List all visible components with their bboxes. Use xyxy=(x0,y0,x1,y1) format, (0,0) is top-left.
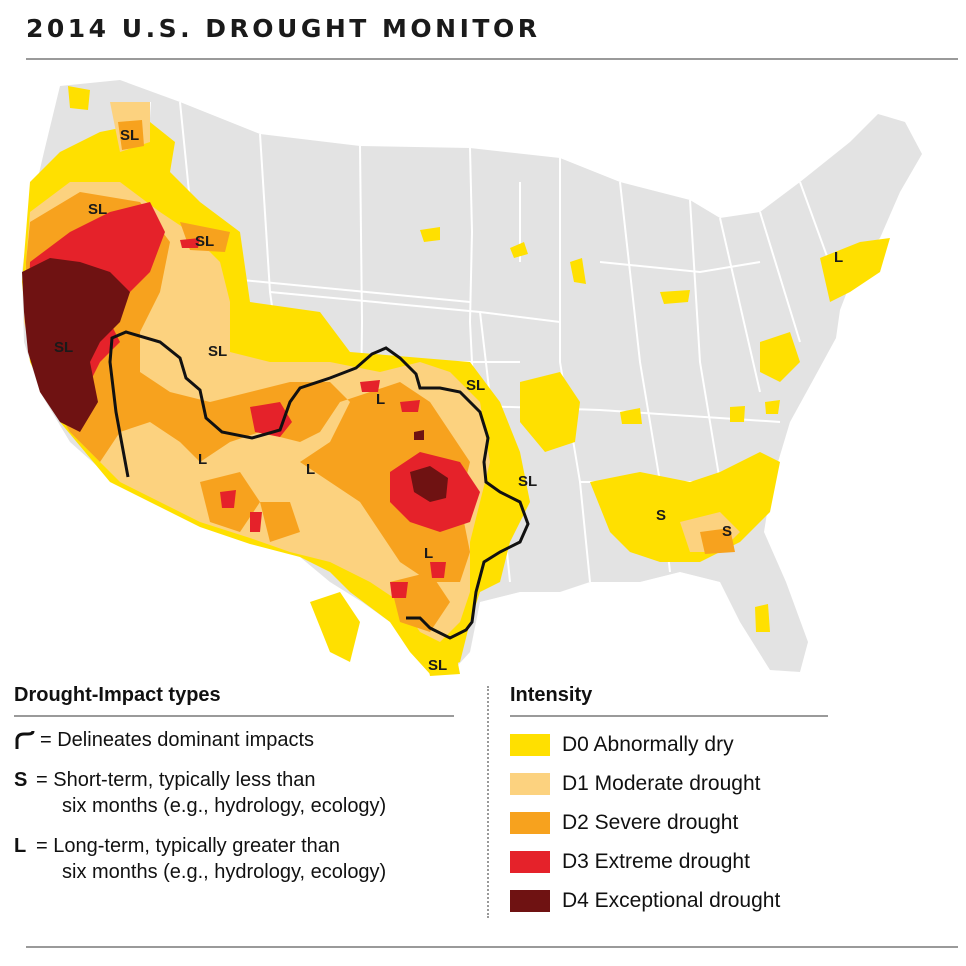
intensity-label-d1: D1 Moderate drought xyxy=(562,771,761,795)
intensity-legend: Intensity D0 Abnormally dry D1 Moderate … xyxy=(510,684,840,920)
impact-label-sl-6: SL xyxy=(466,377,485,394)
short-term-text-line2: six months (e.g., hydrology, ecology) xyxy=(62,795,387,817)
swatch-d3 xyxy=(510,850,550,873)
impact-legend-heading: Drought-Impact types xyxy=(14,684,454,717)
impact-label-l-5: L xyxy=(424,545,433,562)
swatch-d0 xyxy=(510,733,550,756)
intensity-legend-heading: Intensity xyxy=(510,684,828,717)
intensity-item-d4: D4 Exceptional drought xyxy=(510,881,840,920)
d4-areas xyxy=(22,258,448,502)
impact-label-l-2: L xyxy=(376,391,385,408)
intensity-label-d3: D3 Extreme drought xyxy=(562,849,750,873)
intensity-item-d3: D3 Extreme drought xyxy=(510,842,840,881)
swatch-d1 xyxy=(510,772,550,795)
impact-label-sl-7: SL xyxy=(518,473,537,490)
bottom-rule xyxy=(26,946,958,948)
impact-label-l-4: L xyxy=(306,461,315,478)
impact-label-sl-1: SL xyxy=(120,127,139,144)
impact-label-sl-8: SL xyxy=(428,657,447,674)
impact-label-s-1: S xyxy=(656,507,666,524)
dominant-impacts-line xyxy=(108,330,530,640)
impact-label-l-3: L xyxy=(198,451,207,468)
impact-labels: SL SL SL SL SL SL SL SL L L L L L S S xyxy=(54,127,843,674)
intensity-item-d0: D0 Abnormally dry xyxy=(510,725,840,764)
intensity-label-d2: D2 Severe drought xyxy=(562,810,739,834)
d2-areas xyxy=(26,120,735,632)
intensity-label-d0: D0 Abnormally dry xyxy=(562,732,734,756)
drought-map: SL SL SL SL SL SL SL SL L L L L L S S xyxy=(22,80,922,676)
long-term-text-line2: six months (e.g., hydrology, ecology) xyxy=(62,861,387,883)
long-term-row: L = Long-term, typically greater than si… xyxy=(14,833,474,885)
impact-label-sl-3: SL xyxy=(195,233,214,250)
intensity-item-d1: D1 Moderate drought xyxy=(510,764,840,803)
map-title: 2014 U.S. DROUGHT MONITOR xyxy=(26,14,541,43)
impact-label-sl-4: SL xyxy=(54,339,73,356)
impact-label-s-2: S xyxy=(722,523,732,540)
swatch-d2 xyxy=(510,811,550,834)
swatch-d4 xyxy=(510,889,550,912)
short-term-row: S = Short-term, typically less than six … xyxy=(14,767,474,819)
long-term-code: L xyxy=(14,835,27,857)
delineation-text: = Delineates dominant impacts xyxy=(40,729,315,751)
title-rule xyxy=(26,58,958,60)
impact-legend: Drought-Impact types = Delineates domina… xyxy=(14,684,474,885)
intensity-label-d4: D4 Exceptional drought xyxy=(562,888,781,912)
short-term-text-line1: = Short-term, typically less than xyxy=(36,769,316,791)
long-term-text-line1: = Long-term, typically greater than xyxy=(36,835,341,857)
impact-label-l-1: L xyxy=(834,249,843,266)
delineation-legend-row: = Delineates dominant impacts xyxy=(14,727,474,753)
short-term-code: S xyxy=(14,769,28,791)
impact-label-sl-5: SL xyxy=(208,343,227,360)
legend-divider xyxy=(487,686,489,918)
delineation-line-icon xyxy=(15,730,35,749)
impact-label-sl-2: SL xyxy=(88,201,107,218)
intensity-item-d2: D2 Severe drought xyxy=(510,803,840,842)
